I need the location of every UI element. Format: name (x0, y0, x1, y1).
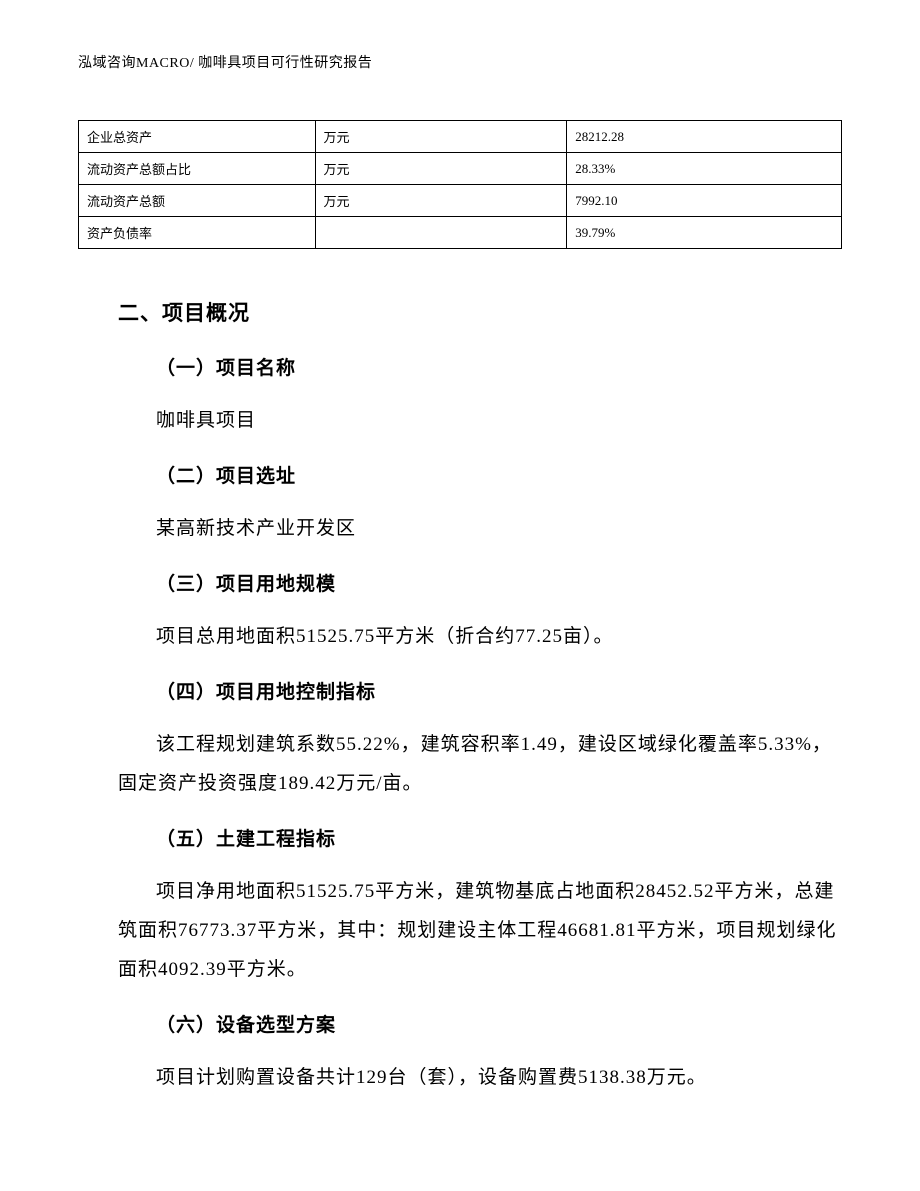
body-text: 项目总用地面积51525.75平方米（折合约77.25亩）。 (118, 618, 842, 657)
body-text: 该工程规划建筑系数55.22%，建筑容积率1.49，建设区域绿化覆盖率5.33%… (118, 726, 842, 804)
table-row: 企业总资产 万元 28212.28 (79, 121, 842, 153)
body-text: 项目净用地面积51525.75平方米，建筑物基底占地面积28452.52平方米，… (118, 873, 842, 990)
document-page: 泓域咨询MACRO/ 咖啡具项目可行性研究报告 企业总资产 万元 28212.2… (0, 0, 920, 1177)
table-cell: 28.33% (567, 153, 842, 185)
body-text: 某高新技术产业开发区 (118, 510, 842, 549)
table-cell (315, 217, 567, 249)
table-cell: 流动资产总额占比 (79, 153, 316, 185)
table-row: 资产负债率 39.79% (79, 217, 842, 249)
table-cell: 39.79% (567, 217, 842, 249)
table-row: 流动资产总额 万元 7992.10 (79, 185, 842, 217)
section-title: 二、项目概况 (118, 297, 842, 327)
page-header: 泓域咨询MACRO/ 咖啡具项目可行性研究报告 (78, 52, 842, 72)
table-cell: 资产负债率 (79, 217, 316, 249)
sub-heading: （一）项目名称 (118, 353, 842, 380)
table-row: 流动资产总额占比 万元 28.33% (79, 153, 842, 185)
sub-heading: （六）设备选型方案 (118, 1010, 842, 1037)
sub-heading: （四）项目用地控制指标 (118, 677, 842, 704)
financial-table: 企业总资产 万元 28212.28 流动资产总额占比 万元 28.33% 流动资… (78, 120, 842, 249)
table-cell: 万元 (315, 121, 567, 153)
table-cell: 7992.10 (567, 185, 842, 217)
body-text: 项目计划购置设备共计129台（套），设备购置费5138.38万元。 (118, 1059, 842, 1098)
header-text: 泓域咨询MACRO/ 咖啡具项目可行性研究报告 (78, 56, 372, 71)
sub-heading: （三）项目用地规模 (118, 569, 842, 596)
table-cell: 万元 (315, 153, 567, 185)
table-cell: 流动资产总额 (79, 185, 316, 217)
body-text: 咖啡具项目 (118, 402, 842, 441)
table-cell: 万元 (315, 185, 567, 217)
content-body: 二、项目概况 （一）项目名称 咖啡具项目 （二）项目选址 某高新技术产业开发区 … (78, 297, 842, 1097)
table-cell: 企业总资产 (79, 121, 316, 153)
table-cell: 28212.28 (567, 121, 842, 153)
sub-heading: （五）土建工程指标 (118, 824, 842, 851)
sub-heading: （二）项目选址 (118, 461, 842, 488)
